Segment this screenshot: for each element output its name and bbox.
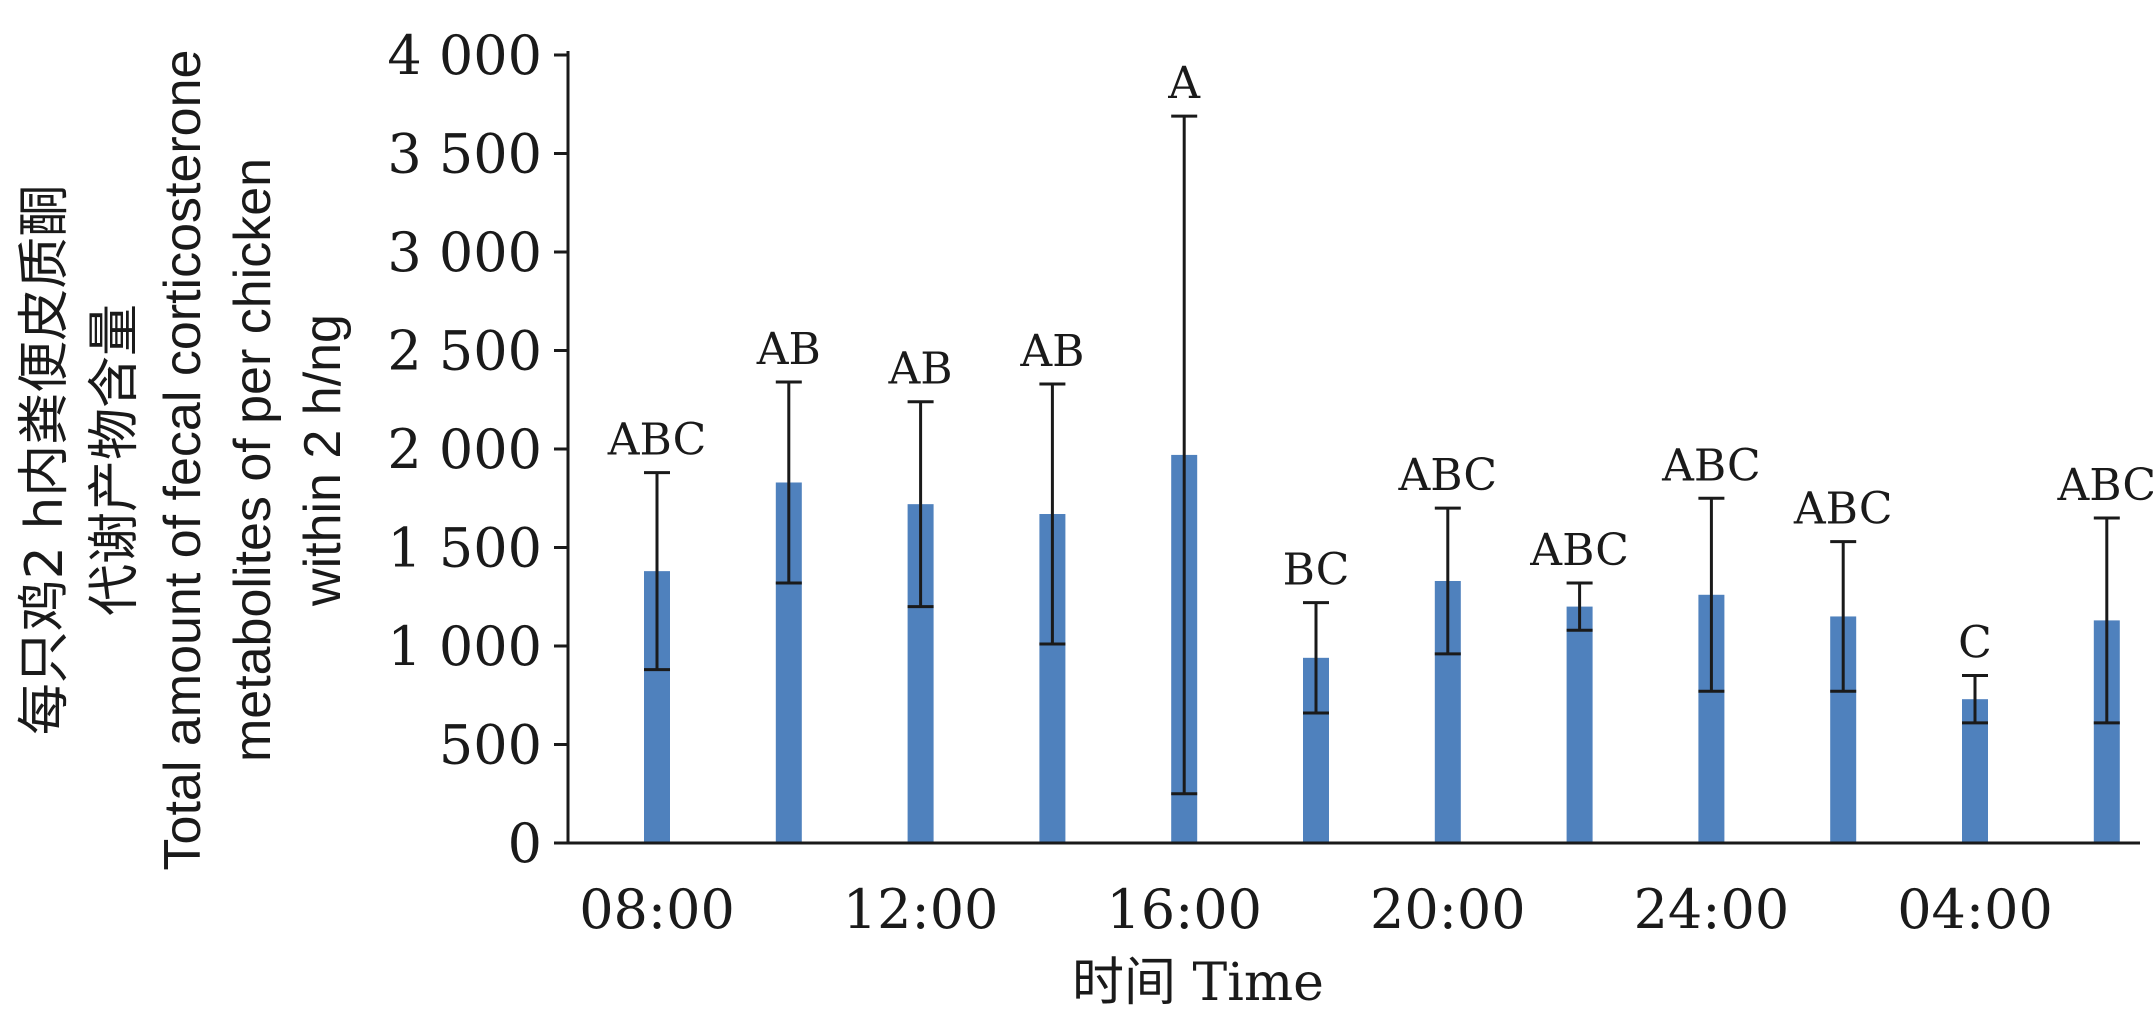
x-axis-title: 时间 Time — [1072, 953, 1324, 1013]
significance-label: ABC — [1661, 440, 1761, 491]
y-axis-title-line-3: Total amount of fecal corticosterone — [154, 50, 212, 871]
error-bar — [1830, 540, 1857, 693]
significance-label: ABC — [1529, 525, 1629, 576]
error-bars-group — [644, 114, 2120, 796]
error-bar — [1303, 601, 1329, 715]
error-bar — [907, 400, 934, 609]
x-tick-label: 20:00 — [1370, 878, 1526, 941]
error-bar — [1039, 382, 1066, 646]
significance-label: AB — [1019, 326, 1084, 377]
y-axis-title-line-2: 代谢产物含量 — [85, 304, 145, 616]
error-bar — [775, 380, 802, 585]
y-tick-label: 500 — [439, 714, 542, 777]
y-axis-title-line-5: within 2 h/ng — [294, 314, 352, 607]
x-tick-label: 12:00 — [843, 878, 999, 941]
x-tick-label: 08:00 — [579, 878, 735, 941]
error-bar — [2093, 516, 2120, 725]
x-tick-label: 16:00 — [1106, 878, 1262, 941]
error-bar — [1962, 674, 1988, 725]
bar-2200 — [1566, 606, 1593, 843]
significance-label: ABC — [607, 415, 707, 466]
significance-label: ABC — [1398, 450, 1498, 501]
significance-label: AB — [756, 324, 821, 375]
significance-label: ABC — [2057, 460, 2153, 511]
bars-group — [644, 454, 2120, 843]
significance-label: C — [1958, 618, 1992, 669]
y-tick-label: 1 000 — [387, 615, 542, 678]
y-axis-ticks: 0 500 1 000 1 500 2 000 2 500 3 000 3 500 4 000 — [387, 24, 568, 875]
error-bar — [644, 471, 670, 672]
error-bar — [1698, 496, 1725, 693]
y-tick-label: 2 500 — [387, 320, 542, 383]
y-axis-title: 每只鸡2 h内粪便皮质酮 代谢产物含量 Total amount of feca… — [15, 50, 352, 871]
y-tick-label: 0 — [508, 812, 542, 875]
y-tick-label: 1 500 — [387, 517, 542, 580]
y-axis-title-line-1: 每只鸡2 h内粪便皮质酮 — [15, 185, 75, 736]
error-bar — [1434, 506, 1461, 656]
significance-label: AB — [888, 344, 953, 395]
x-axis-ticks: 08:00 12:00 16:00 20:00 24:00 04:00 — [579, 878, 2053, 941]
y-tick-label: 3 500 — [387, 123, 542, 186]
significance-label: ABC — [1793, 484, 1893, 535]
y-tick-label: 4 000 — [387, 24, 542, 87]
y-tick-label: 2 000 — [387, 418, 542, 481]
x-tick-label: 04:00 — [1897, 878, 2053, 941]
significance-label: A — [1167, 58, 1201, 109]
error-bar — [1566, 581, 1593, 632]
y-axis-title-line-4: metabolites of per chicken — [224, 158, 282, 762]
x-tick-label: 24:00 — [1634, 878, 1790, 941]
axes-group — [566, 51, 2140, 845]
error-bar — [1171, 114, 1198, 796]
significance-label: BC — [1283, 545, 1350, 596]
y-tick-label: 3 000 — [387, 221, 542, 284]
